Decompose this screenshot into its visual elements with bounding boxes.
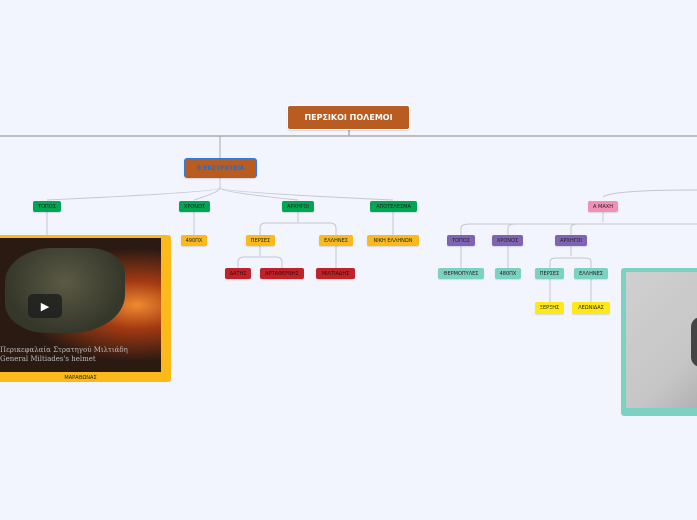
- caption-english: General Miltiades's helmet: [0, 355, 96, 363]
- a-ellines-node[interactable]: ΕΛΛΗΝΕΣ: [574, 268, 608, 279]
- leonidas-node[interactable]: ΛΕΩΝΙΔΑΣ: [572, 302, 610, 314]
- video-caption: Περικεφαλαία Στρατηγού Μιλτιάδη General …: [0, 346, 128, 364]
- marathon-video-card[interactable]: ▶ Περικεφαλαία Στρατηγού Μιλτιάδη Genera…: [0, 235, 171, 382]
- video-thumbnail[interactable]: ▶ Περικεφαλαία Στρατηγού Μιλτιάδη Genera…: [0, 238, 161, 372]
- b-result-node[interactable]: ΝΙΚΗ ΕΛΛΗΝΩΝ: [367, 235, 419, 246]
- datis-node[interactable]: ΔΑΤΗΣ: [225, 268, 251, 279]
- a-perses-node[interactable]: ΠΕΡΣΕΣ: [535, 268, 564, 279]
- b-ellines-node[interactable]: ΕΛΛΗΝΕΣ: [319, 235, 353, 246]
- b-archigoi-node[interactable]: ΑΡΧΗΓΟΙ: [282, 201, 314, 212]
- helmet-image: [5, 248, 125, 333]
- image-thumbnail: [626, 272, 697, 408]
- b-campaign-node[interactable]: Β ΕΚΣΤΡΑΤΕΙΑ: [184, 158, 257, 178]
- b-year-node[interactable]: 490ΠΧ: [181, 235, 207, 246]
- caption-greek: Περικεφαλαία Στρατηγού Μιλτιάδη: [0, 346, 128, 354]
- play-icon[interactable]: ▶: [28, 294, 62, 318]
- datis-label: ΔΑΤΗΣ: [229, 270, 247, 277]
- image-detail: [691, 317, 697, 367]
- b-topos-node[interactable]: ΤΟΠΟΣ: [33, 201, 61, 212]
- a-topos-node[interactable]: ΤΟΠΟΣ: [447, 235, 475, 246]
- a-year-node[interactable]: 480ΠΧ: [495, 268, 521, 279]
- xerxis-node[interactable]: ΞΕΡΞΗΣ: [535, 302, 564, 314]
- a-place-node[interactable]: ΘΕΡΜΟΠΥΛΕΣ: [438, 268, 484, 279]
- miltiadis-node[interactable]: ΜΙΛΤΙΑΔΗΣ: [316, 268, 355, 279]
- video-label: ΜΑΡΑΘΩΝΑΣ: [64, 375, 97, 381]
- a-archigoi-node[interactable]: ΑΡΧΗΓΟΙ: [555, 235, 587, 246]
- root-node[interactable]: ΠΕΡΣΙΚΟΙ ΠΟΛΕΜΟΙ: [287, 105, 410, 130]
- artafernis-label: ΑΡΤΑΦΕΡΝΗΣ: [265, 270, 299, 277]
- a-battle-node[interactable]: Α ΜΑΧΗ: [588, 201, 618, 212]
- miltiadis-label: ΜΙΛΤΙΑΔΗΣ: [321, 270, 350, 277]
- artafernis-node[interactable]: ΑΡΤΑΦΕΡΝΗΣ: [260, 268, 304, 279]
- b-perses-node[interactable]: ΠΕΡΣΕΣ: [246, 235, 275, 246]
- image-card[interactable]: [621, 268, 697, 416]
- a-chronos-node[interactable]: ΧΡΟΝΟΣ: [492, 235, 523, 246]
- b-apotelesma-node[interactable]: ΑΠΟΤΕΛΕΣΜΑ: [370, 201, 417, 212]
- b-chronos-node[interactable]: ΧΡΟΝΟΣ: [179, 201, 210, 212]
